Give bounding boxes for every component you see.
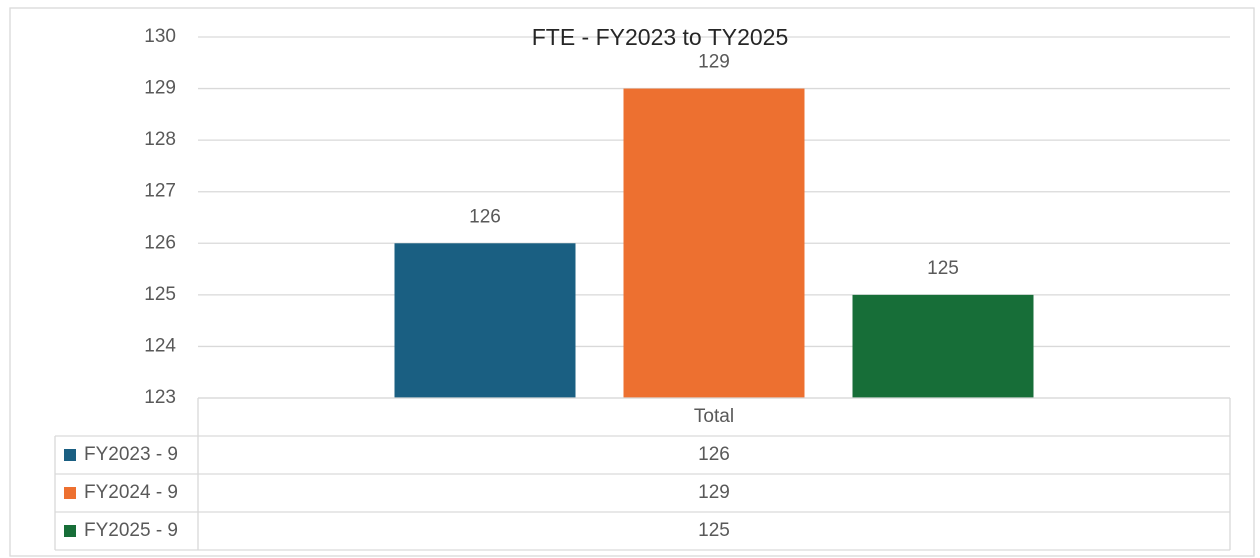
y-tick-label: 123 [144, 387, 176, 408]
bar [623, 88, 805, 399]
y-tick-label: 125 [144, 284, 176, 305]
legend-key [64, 449, 76, 461]
bar [852, 294, 1034, 398]
legend-label: FY2025 - 9 [84, 520, 178, 541]
data-label: 129 [698, 52, 730, 73]
table-value: 126 [698, 444, 730, 465]
y-tick-label: 126 [144, 232, 176, 253]
y-tick-label: 127 [144, 181, 176, 202]
legend-label: FY2023 - 9 [84, 444, 178, 465]
legend-key [64, 487, 76, 499]
y-tick-label: 130 [144, 26, 176, 47]
data-label: 126 [469, 206, 501, 227]
y-tick-label: 124 [144, 335, 176, 356]
x-tick-label: Total [694, 406, 734, 427]
legend-key [64, 525, 76, 537]
table-value: 125 [698, 520, 730, 541]
chart-title: FTE - FY2023 to TY2025 [532, 24, 789, 50]
y-tick-label: 129 [144, 78, 176, 99]
data-label: 125 [927, 258, 959, 279]
y-tick-label: 128 [144, 129, 176, 150]
bar [394, 243, 576, 398]
legend-label: FY2024 - 9 [84, 482, 178, 503]
table-value: 129 [698, 482, 730, 503]
